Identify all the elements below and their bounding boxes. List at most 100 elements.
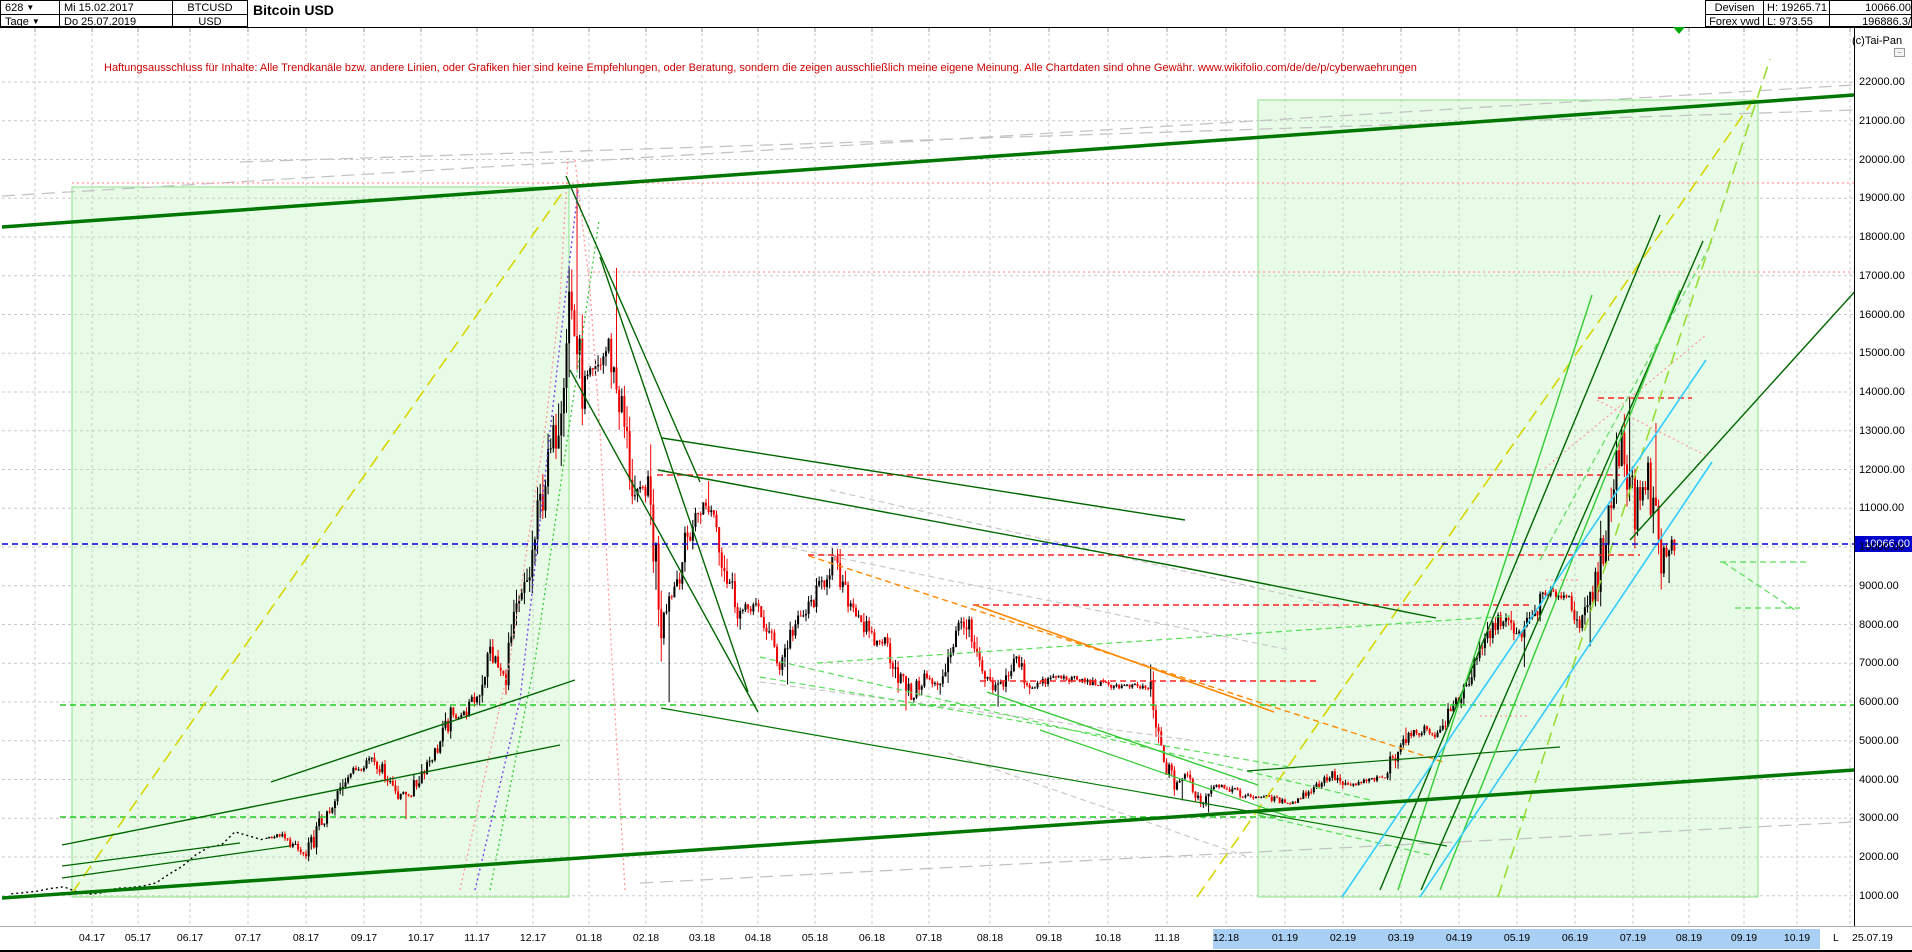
trend-line — [61, 845, 291, 879]
trend-line — [1341, 359, 1707, 898]
x-axis-label: 07.18 — [915, 932, 943, 944]
x-axis-label: 01.19 — [1271, 932, 1299, 944]
trend-line — [239, 109, 1854, 163]
trend-line — [947, 752, 1246, 857]
zone-2017 — [71, 186, 570, 898]
trend-line — [489, 219, 600, 891]
x-axis-label: 05.19 — [1503, 932, 1531, 944]
trend-line — [986, 691, 1259, 786]
trend-line — [759, 681, 1191, 741]
x-axis-label: 09.18 — [1035, 932, 1063, 944]
y-axis-label: 20000.00 — [1859, 153, 1905, 166]
current-price-tag: 10066.00 — [1855, 536, 1912, 552]
disclaimer-text: Haftungsausschluss für Inhalte: Alle Tre… — [104, 62, 1417, 74]
x-axis-label: 10.17 — [407, 932, 435, 944]
y-axis-label: 12000.00 — [1859, 463, 1905, 476]
trend-line — [61, 744, 561, 846]
x-axis-label: 10.19 — [1783, 932, 1811, 944]
x-axis-label: 12.17 — [519, 932, 547, 944]
trend-line — [661, 437, 1186, 521]
y-axis-label: 17000.00 — [1859, 269, 1905, 282]
x-axis-label: 08.17 — [292, 932, 320, 944]
y-axis-label: 3000.00 — [1859, 812, 1899, 825]
trend-line — [639, 821, 1854, 884]
y-axis-label: 14000.00 — [1859, 386, 1905, 398]
trend-line — [1439, 289, 1681, 891]
y-axis-label: 16000.00 — [1859, 308, 1905, 321]
header-divider — [0, 27, 1912, 28]
y-axis-label: 6000.00 — [1859, 696, 1899, 708]
period-high-label: H: 19265.71 — [1767, 1, 1827, 14]
bars-count-dropdown[interactable]: 628 ▼ — [1, 1, 63, 14]
period-low-label: L: 973.55 — [1767, 15, 1813, 28]
x-axis-label: 11.17 — [464, 932, 490, 944]
trend-line — [2, 768, 1854, 900]
y-axis-label: 18000.00 — [1859, 231, 1905, 243]
x-axis-label: 07.17 — [234, 932, 262, 944]
y-axis-label: 15000.00 — [1859, 347, 1905, 360]
last-marker-label: L — [1833, 932, 1839, 944]
y-axis-label: 5000.00 — [1859, 734, 1899, 747]
y-axis-label: 7000.00 — [1859, 657, 1899, 670]
last-bar-marker-icon — [1673, 27, 1685, 34]
copyright-label: (c)Tai-Pan — [1852, 35, 1903, 47]
y-axis-label: 1000.00 — [1859, 889, 1899, 902]
last-date-label: 25.07.19 — [1852, 932, 1893, 944]
trend-line — [1539, 241, 1713, 561]
x-axis-label: 07.19 — [1619, 932, 1647, 944]
y-axis-label: 13000.00 — [1859, 424, 1905, 437]
y-axis-label: 4000.00 — [1859, 773, 1899, 786]
trend-line — [759, 656, 1371, 801]
trend-line — [1629, 291, 1854, 541]
last-price-block: 10066.00 196886.3/ — [1829, 0, 1912, 28]
trend-line — [657, 469, 1437, 619]
x-axis-label: 12.18 — [1212, 932, 1240, 944]
feed-label: Forex vwd — [1709, 15, 1760, 28]
trend-line — [1596, 399, 1706, 456]
x-axis-label: 05.18 — [801, 932, 829, 944]
x-axis-label: 10.18 — [1094, 932, 1122, 944]
header-left-block: 628 ▼ Tage ▼ — [0, 0, 63, 28]
trend-line — [569, 369, 759, 713]
chevron-down-icon: ▼ — [26, 3, 35, 12]
y-axis-label: 9000.00 — [1859, 579, 1899, 592]
collapse-panel-button[interactable]: − — [1894, 48, 1905, 57]
x-axis-label: 06.18 — [858, 932, 886, 944]
x-axis-label: 04.18 — [744, 932, 772, 944]
y-axis-label: 2000.00 — [1859, 851, 1899, 863]
x-axis-label: 08.19 — [1675, 932, 1703, 944]
date-from: Mi 15.02.2017 — [64, 1, 134, 14]
x-axis-label: 03.19 — [1387, 932, 1415, 944]
x-axis-label: 03.18 — [688, 932, 716, 944]
trend-line — [599, 256, 749, 693]
date-range-block: Mi 15.02.2017 Do 25.07.2019 — [59, 0, 176, 28]
trend-line — [816, 615, 1511, 664]
instrument-title: Bitcoin USD — [253, 2, 334, 18]
period-dropdown[interactable]: Tage ▼ — [1, 14, 63, 28]
x-axis-label: 01.18 — [575, 932, 603, 944]
trend-line — [2, 93, 1854, 229]
trend-line — [2, 84, 1854, 197]
trend-line — [474, 189, 579, 891]
x-axis-label: 04.19 — [1445, 932, 1473, 944]
y-axis-label: 21000.00 — [1859, 114, 1905, 127]
category-block: Devisen Forex vwd — [1705, 0, 1764, 28]
trend-line — [1419, 461, 1713, 898]
trend-line — [761, 541, 1291, 651]
x-axis-label: 06.19 — [1561, 932, 1589, 944]
candlestick-series — [268, 187, 1676, 862]
y-axis-label: 22000.00 — [1859, 76, 1905, 88]
x-axis-label: 09.19 — [1730, 932, 1758, 944]
x-axis-label: 09.17 — [350, 932, 378, 944]
y-axis-label: 10000.00 — [1859, 541, 1905, 553]
x-axis-label: 02.18 — [632, 932, 660, 944]
x-axis-label: 06.17 — [176, 932, 204, 944]
x-axis-label: 05.17 — [124, 932, 152, 944]
symbol-currency: USD — [198, 15, 222, 28]
x-axis: L 25.07.19 04.17 05.17 06.17 07.17 08.17 09.1… — [0, 926, 1912, 951]
y-axis-label: 8000.00 — [1859, 618, 1899, 631]
x-axis-label: 08.18 — [976, 932, 1004, 944]
trend-line — [270, 679, 576, 783]
